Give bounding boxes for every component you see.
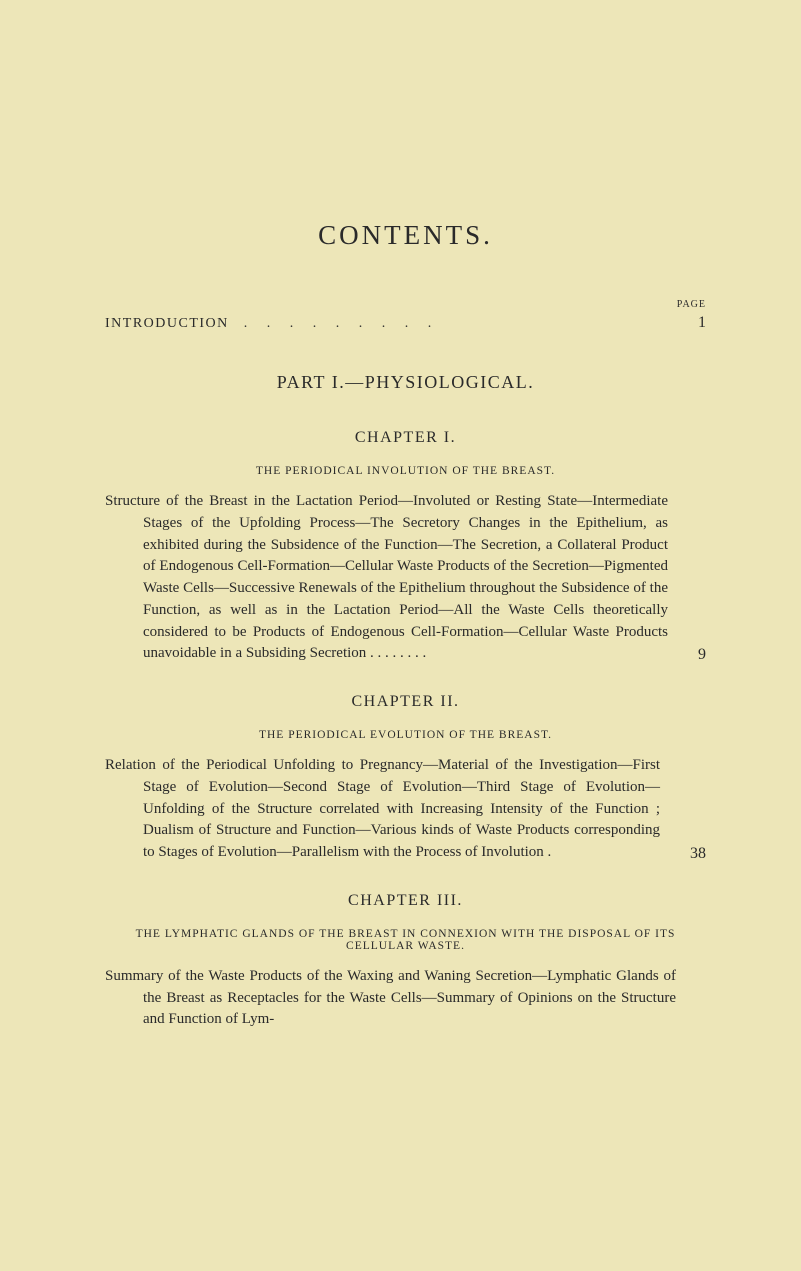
introduction-dots: . . . . . . . . . (244, 316, 683, 332)
introduction-label: INTRODUCTION (105, 316, 229, 332)
entry-text: Summary of the Waste Products of the Wax… (105, 966, 676, 1031)
toc-entry: Structure of the Breast in the Lactation… (105, 491, 706, 665)
chapter-subtitle: THE PERIODICAL EVOLUTION OF THE BREAST. (105, 729, 706, 741)
page-label: PAGE (677, 299, 706, 310)
page-container: CONTENTS. PAGE INTRODUCTION . . . . . . … (0, 0, 801, 1091)
entry-text: Relation of the Periodical Unfolding to … (105, 755, 660, 864)
chapter-subtitle: THE LYMPHATIC GLANDS OF THE BREAST IN CO… (105, 928, 706, 952)
page-label-row: PAGE (105, 299, 706, 310)
entry-text: Structure of the Breast in the Lactation… (105, 491, 668, 665)
introduction-row: INTRODUCTION . . . . . . . . . 1 (105, 314, 706, 332)
chapter-heading: CHAPTER I. (105, 429, 706, 447)
entry-pagenum: 9 (698, 646, 706, 665)
chapter-subtitle: THE PERIODICAL INVOLUTION OF THE BREAST. (105, 465, 706, 477)
toc-entry: Summary of the Waste Products of the Wax… (105, 966, 706, 1031)
toc-entry: Relation of the Periodical Unfolding to … (105, 755, 706, 864)
introduction-pagenum: 1 (698, 314, 706, 332)
chapter-heading: CHAPTER III. (105, 892, 706, 910)
chapter-heading: CHAPTER II. (105, 693, 706, 711)
entry-pagenum: 38 (690, 845, 706, 864)
part-title: PART I.—PHYSIOLOGICAL. (105, 372, 706, 393)
contents-title: CONTENTS. (105, 220, 706, 251)
